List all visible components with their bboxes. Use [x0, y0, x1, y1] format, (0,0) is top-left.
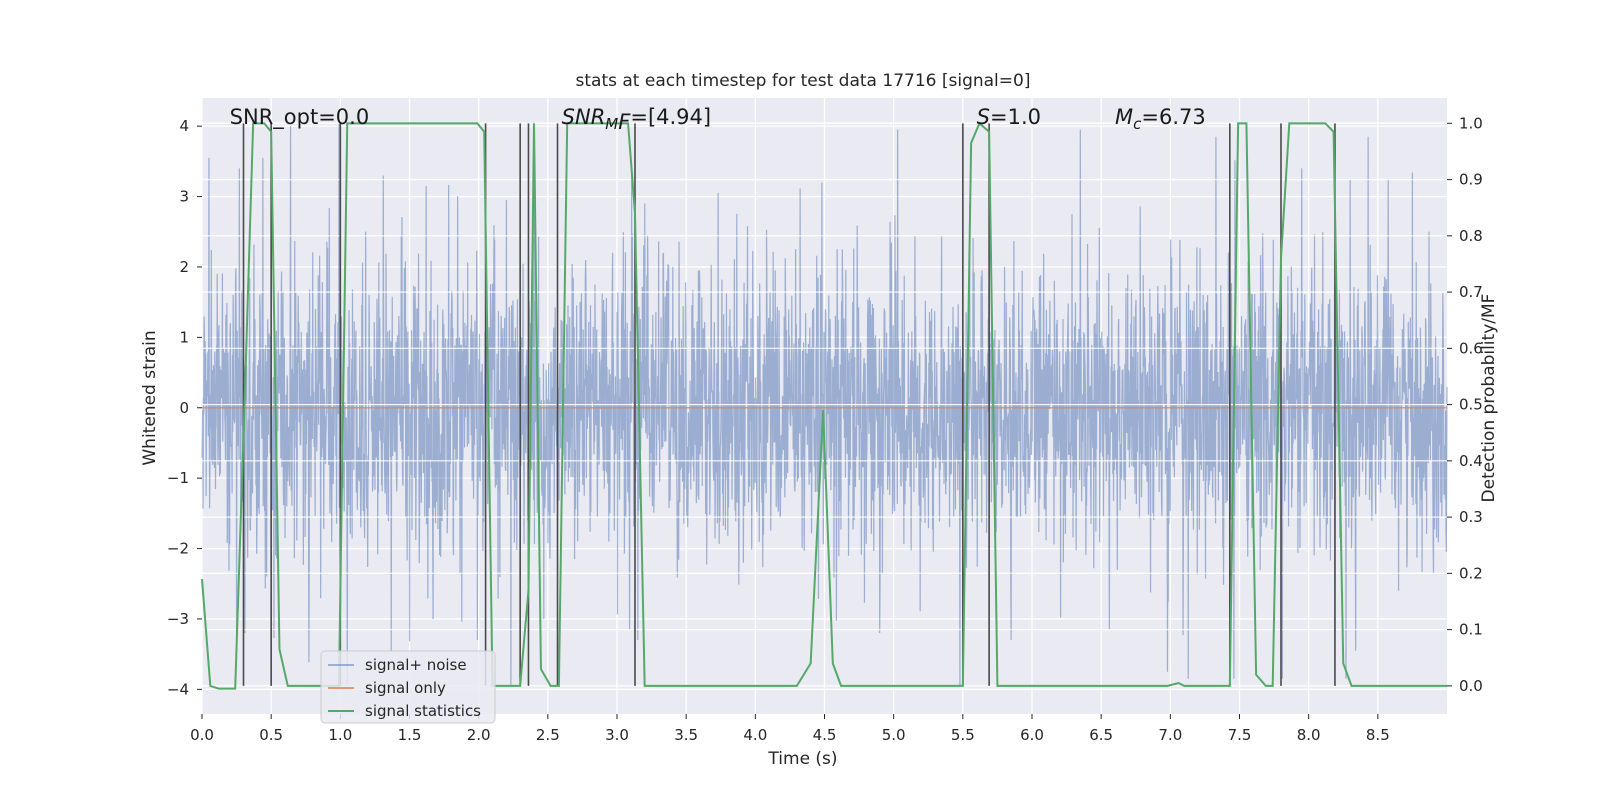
x-tick-label: 8.5: [1366, 726, 1390, 744]
annotation-text: SNR_opt=0.0: [230, 105, 370, 130]
y-tick-label-right: 0.8: [1459, 227, 1483, 245]
annotation-text: S=1.0: [977, 105, 1041, 129]
y-tick-label-left: −4: [167, 680, 189, 698]
x-tick-label: 7.0: [1158, 726, 1182, 744]
y-tick-label-right: 0.2: [1459, 564, 1483, 582]
y-tick-label-right: 1.0: [1459, 114, 1483, 132]
x-tick-label: 6.0: [1020, 726, 1044, 744]
y-tick-label-right: 0.7: [1459, 283, 1483, 301]
y-tick-label-right: 0.5: [1459, 396, 1483, 414]
x-tick-label: 2.0: [467, 726, 491, 744]
y-tick-label-left: 0: [179, 399, 189, 417]
y-tick-label-left: −1: [167, 469, 189, 487]
chart-title: stats at each timestep for test data 177…: [576, 71, 1031, 91]
annotation-text: Mc=6.73: [1115, 105, 1206, 133]
x-tick-label: 4.5: [813, 726, 837, 744]
y-tick-label-left: −3: [167, 610, 189, 628]
x-tick-label: 7.5: [1228, 726, 1252, 744]
y-tick-label-left: 1: [179, 328, 189, 346]
x-tick-label: 3.0: [605, 726, 629, 744]
x-tick-label: 3.5: [674, 726, 698, 744]
y-tick-label-right: 0.4: [1459, 452, 1483, 470]
x-tick-label: 2.5: [536, 726, 560, 744]
x-tick-label: 1.0: [328, 726, 352, 744]
x-tick-label: 0.0: [190, 726, 214, 744]
y-tick-label-left: −2: [167, 540, 189, 558]
plot-area: 0.0 0.5 1.0 1.5 2.0 2.5 3.0 3.5 4.0 4.5 5.0 5.5 6.0 6…: [167, 98, 1483, 744]
y-axis-label-right: Detection probability/MF: [1479, 294, 1499, 503]
legend: signal+ noise signal only signal statistic…: [320, 650, 496, 724]
x-tick-label: 8.0: [1297, 726, 1321, 744]
y-tick-label-right: 0.0: [1459, 677, 1483, 695]
legend-box: [320, 650, 496, 724]
x-tick-label: 4.0: [743, 726, 767, 744]
annotation-text: SNRMF=[4.94]: [562, 105, 711, 134]
annotations: SNR_opt=0.0 SNRMF=[4.94] S=1.0 Mc=6.73: [230, 105, 1206, 134]
y-tick-label-right: 0.3: [1459, 508, 1483, 526]
x-tick-label: 1.5: [398, 726, 422, 744]
y-tick-label-right: 0.6: [1459, 339, 1483, 357]
y-tick-label-left: 4: [179, 117, 189, 135]
y-axis-label-left: Whitened strain: [140, 330, 160, 465]
y-tick-label-right: 0.1: [1459, 621, 1483, 639]
y-tick-label-right: 0.9: [1459, 171, 1483, 189]
y-tick-label-left: 3: [179, 188, 189, 206]
x-tick-label: 6.5: [1089, 726, 1113, 744]
x-tick-label: 0.5: [259, 726, 283, 744]
series-signal-statistics-line: [201, 121, 1447, 690]
legend-label: signal only: [365, 679, 446, 697]
legend-label: signal+ noise: [365, 656, 467, 674]
x-axis-label: Time (s): [767, 749, 837, 769]
y-tick-label-left: 2: [179, 258, 189, 276]
x-tick-label: 5.5: [951, 726, 975, 744]
legend-label: signal statistics: [365, 702, 481, 720]
x-tick-label: 5.0: [882, 726, 906, 744]
